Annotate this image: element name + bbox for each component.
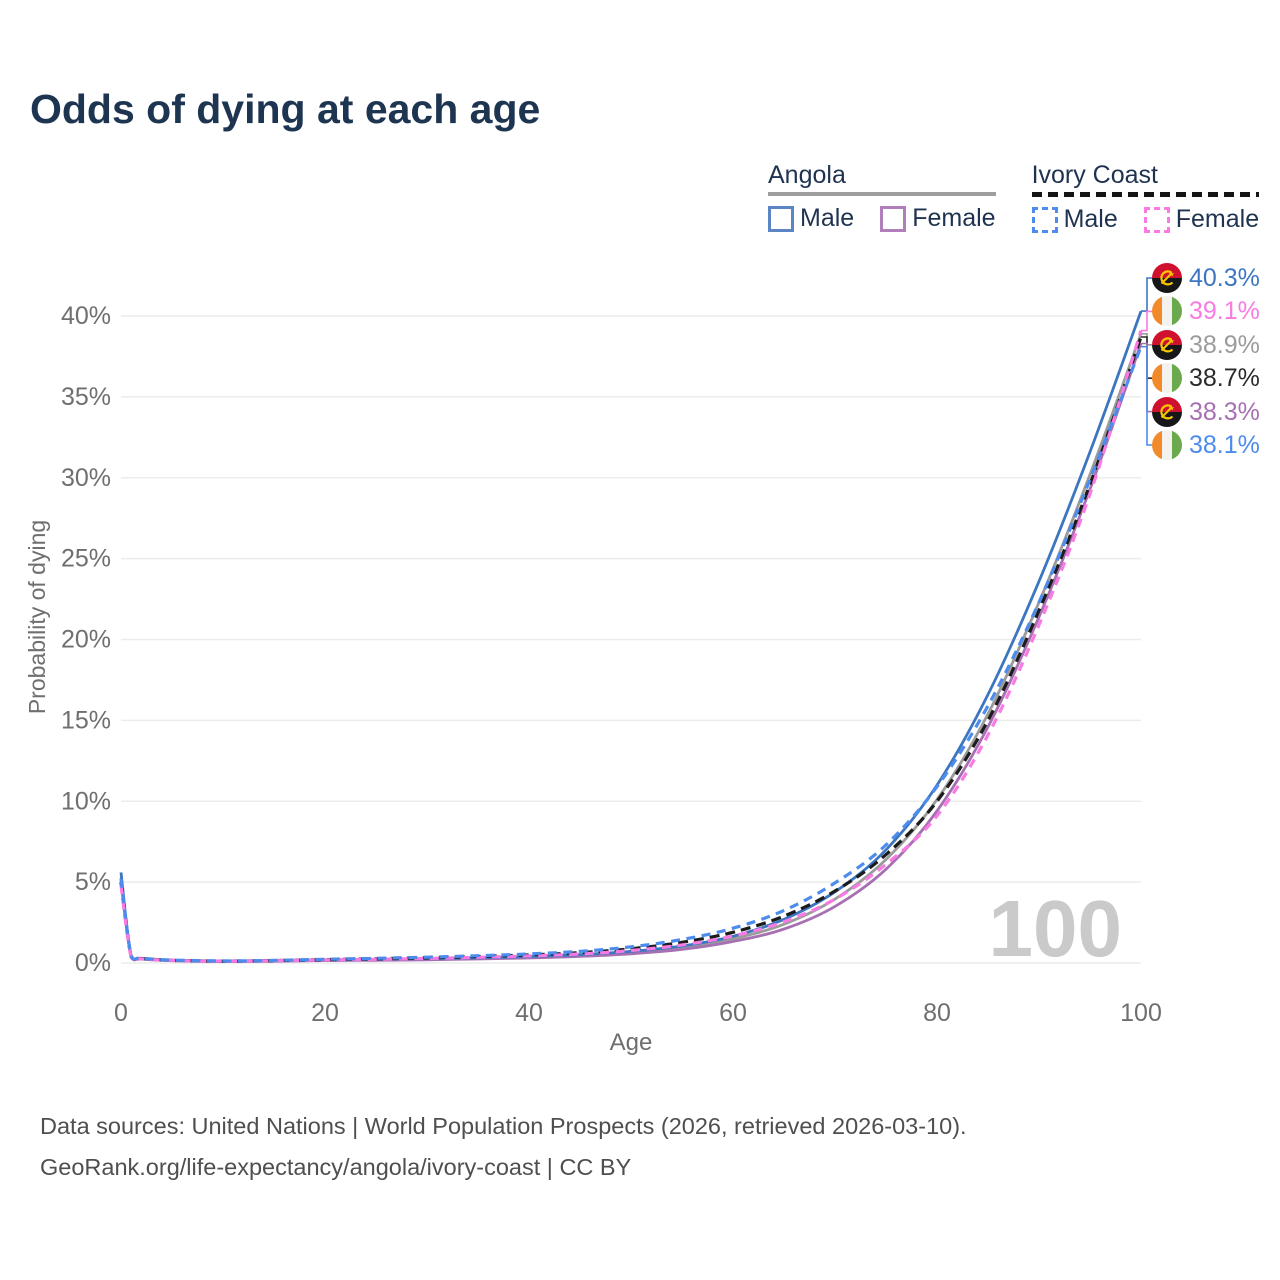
y-tick-label: 35% (61, 383, 111, 411)
x-axis-title: Age (610, 1029, 653, 1056)
legend-country-angola[interactable]: Angola (768, 162, 996, 196)
legend-item-ivory-coast-female[interactable]: Female (1143, 205, 1260, 234)
angola-female-swatch-icon (880, 205, 907, 232)
series-line-ivory-coast-female[interactable] (119, 330, 1143, 963)
legend-item-angola-female[interactable]: Female (880, 204, 996, 233)
end-label-value: 39.1% (1189, 297, 1260, 326)
y-axis-title: Probability of dying (24, 520, 50, 714)
series-line-angola-both[interactable] (119, 333, 1143, 963)
end-label-value: 38.7% (1189, 364, 1260, 393)
legend-item-label: Female (912, 204, 996, 232)
end-label-row-ivory-coast-female[interactable]: 39.1% (1152, 296, 1260, 327)
legend-group-ivory-coast: Ivory Coast Male Female (1031, 161, 1260, 234)
legend-country-ivory-coast-label: Ivory Coast (1031, 161, 1158, 189)
legend-item-label: Male (800, 204, 855, 232)
ivory-coast-flag-icon (1152, 363, 1182, 394)
angola-line-style-swatch (768, 192, 996, 196)
series-line-ivory-coast-male[interactable] (119, 346, 1143, 963)
footer-data-sources: Data sources: United Nations | World Pop… (40, 1113, 967, 1139)
end-label-value: 38.1% (1189, 431, 1260, 459)
legend-country-ivory-coast[interactable]: Ivory Coast (1031, 161, 1260, 197)
end-label-value: 40.3% (1189, 264, 1260, 292)
series-line-angola-male[interactable] (119, 310, 1143, 963)
legend-group-angola: Angola Male Female (768, 162, 996, 234)
y-tick-label: 30% (61, 464, 111, 492)
y-tick-label: 20% (61, 626, 111, 654)
footer: Data sources: United Nations | World Pop… (40, 1106, 967, 1188)
legend-country-angola-label: Angola (768, 161, 846, 189)
series-line-angola-female[interactable] (119, 343, 1143, 963)
x-tick-label: 20 (311, 999, 339, 1027)
ivory-coast-male-swatch-icon (1031, 206, 1058, 233)
end-label-row-ivory-coast-male[interactable]: 38.1% (1152, 430, 1260, 460)
x-tick-label: 80 (923, 999, 951, 1027)
ivory-coast-flag-icon (1152, 430, 1182, 460)
angola-flag-icon (1152, 329, 1182, 360)
y-tick-label: 40% (61, 302, 111, 330)
ivory-coast-line-style-swatch (1031, 192, 1260, 197)
y-tick-label: 0% (75, 949, 111, 977)
end-label-row-angola-male[interactable]: 40.3% (1152, 263, 1260, 293)
x-tick-label: 100 (1120, 999, 1162, 1027)
leader-line-ivory-coast-female (1141, 310, 1152, 332)
y-tick-label: 5% (75, 868, 111, 896)
x-tick-label: 60 (719, 999, 747, 1027)
ivory-coast-female-swatch-icon (1143, 206, 1170, 233)
end-label-row-angola-female[interactable]: 38.3% (1152, 396, 1260, 427)
y-tick-label: 25% (61, 545, 111, 573)
x-tick-label: 0 (114, 999, 128, 1027)
angola-flag-icon (1152, 263, 1182, 293)
legend-item-label: Female (1175, 205, 1260, 233)
ivory-coast-flag-icon (1152, 296, 1182, 327)
x-tick-label: 40 (515, 999, 543, 1027)
series-line-ivory-coast-both[interactable] (119, 336, 1143, 963)
line-chart: 0% 5% 10% 15% 20% 25% 30% 35% 40% 0 20 40 60 80 100 Age… (24, 277, 1162, 1056)
end-label-row-angola-both[interactable]: 38.9% (1152, 329, 1260, 360)
end-label-row-ivory-coast-both[interactable]: 38.7% (1152, 363, 1260, 394)
legend: Angola Male Female Ivory Coast (768, 161, 1260, 234)
legend-item-label: Male (1063, 205, 1118, 233)
age-watermark: 100 (989, 884, 1122, 973)
y-tick-label: 15% (61, 706, 111, 734)
page-title: Odds of dying at each age (30, 86, 541, 132)
angola-flag-icon (1152, 396, 1182, 427)
angola-male-swatch-icon (768, 205, 794, 232)
leader-line-ivory-coast-male (1141, 345, 1152, 446)
end-label-value: 38.3% (1189, 397, 1260, 426)
footer-url[interactable]: GeoRank.org/life-expectancy/angola/ivory… (40, 1154, 632, 1180)
leader-line-angola-male (1141, 277, 1152, 312)
y-tick-label: 10% (61, 787, 111, 815)
end-label-value: 38.9% (1189, 330, 1260, 359)
legend-item-angola-male[interactable]: Male (768, 204, 854, 233)
legend-item-ivory-coast-male[interactable]: Male (1031, 205, 1118, 234)
